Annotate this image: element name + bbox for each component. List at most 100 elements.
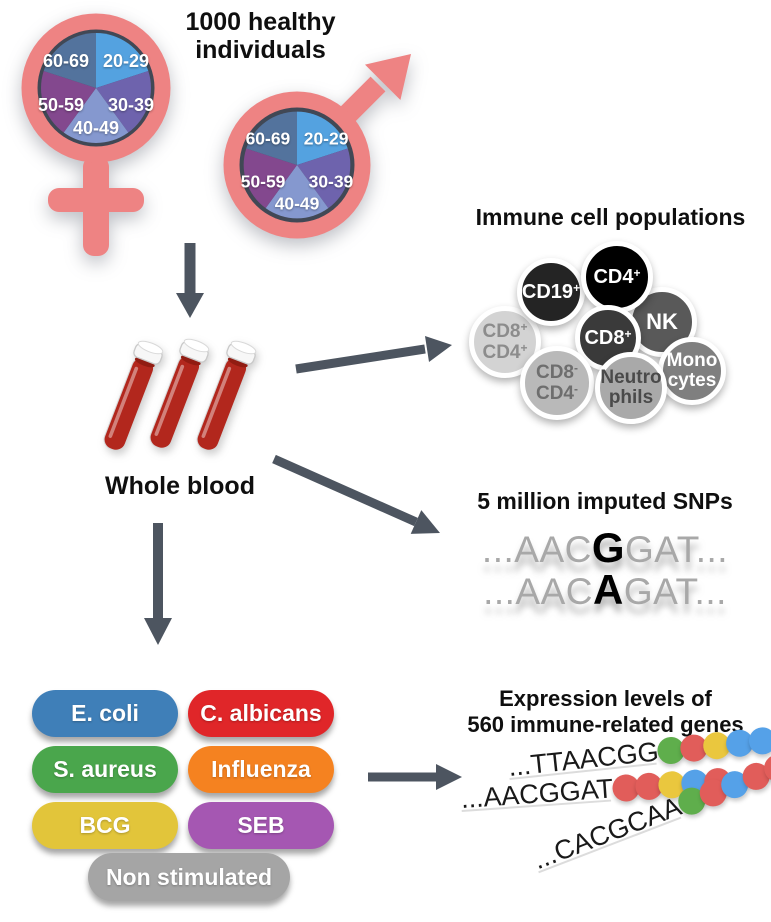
stimulus-saureus: S. aureus — [32, 746, 178, 793]
female-ring — [21, 13, 171, 163]
arrow-shaft — [295, 344, 426, 374]
cell-label-sup: - — [574, 382, 578, 396]
cell-cd19: CD19+ — [517, 258, 585, 326]
cell-label: phils — [608, 387, 654, 408]
stimulus-bcg: BCG — [32, 802, 178, 849]
cell-monocytes: Mono cytes — [658, 337, 726, 405]
pill-label: E. coli — [71, 700, 139, 726]
blood-tube — [149, 338, 210, 449]
female-symbol-icon: 20-29 30-39 40-49 50-59 60-69 — [21, 13, 171, 256]
snp-sequence-row: ...AACAGAT... — [440, 569, 770, 611]
pie-label-50-59: 50-59 — [241, 171, 286, 191]
male-symbol-icon: 20-29 30-39 40-49 50-59 60-69 — [223, 54, 411, 239]
cell-label: Mono — [666, 350, 718, 372]
pie-label-60-69: 60-69 — [43, 51, 89, 71]
cohort-title-line1: 1000 healthy — [185, 8, 336, 36]
snp-seq-post: GAT... — [625, 529, 729, 570]
cell-label-sup: + — [573, 280, 581, 295]
pie-label-20-29: 20-29 — [304, 129, 349, 149]
stimulus-influenza: Influenza — [188, 746, 334, 793]
tube-highlight — [201, 366, 232, 438]
pie-slice-20-29 — [96, 33, 149, 88]
stimulus-ecoli: E. coli — [32, 690, 178, 737]
tube-cap-top — [183, 338, 210, 353]
male-age-pie: 20-29 30-39 40-49 50-59 60-69 — [241, 111, 354, 219]
tube-highlight — [108, 366, 139, 438]
snp-seq-pre: ...AAC — [483, 571, 593, 612]
female-age-pie: 20-29 30-39 40-49 50-59 60-69 — [38, 33, 154, 143]
cell-neutrophils: Neutro phils — [595, 352, 667, 424]
arrow-shaft — [272, 454, 418, 527]
pie-slice-40-49 — [63, 88, 129, 143]
pie-label-60-69: 60-69 — [246, 129, 291, 149]
tube-cap-top — [137, 340, 164, 355]
cell-label-sup: + — [624, 326, 632, 341]
cohort-title-line2: individuals — [195, 36, 326, 64]
pie-label-40-49: 40-49 — [275, 194, 320, 214]
gene-sequence: ...AACGGAT — [459, 773, 618, 815]
cell-cd4: CD4+ — [581, 241, 653, 313]
female-cross-horizontal — [48, 188, 144, 212]
pie-slice-50-59 — [243, 148, 297, 209]
arrow-head-icon — [436, 764, 462, 790]
pill-label: BCG — [79, 812, 131, 838]
blood-tube — [196, 340, 257, 451]
pill-label: SEB — [237, 812, 285, 838]
blood-tube — [103, 340, 164, 451]
blood-tubes-icon — [103, 338, 257, 451]
cell-cd8neg-cd4neg: CD8- CD4- — [520, 346, 594, 420]
arrow-stimulations-to-expression — [368, 764, 462, 790]
snp-seq-post: GAT... — [623, 571, 727, 612]
pie-slice-40-49 — [265, 165, 329, 219]
blood-surface — [134, 357, 155, 368]
pie-slice-20-29 — [297, 111, 348, 165]
arrow-blood-to-cells — [295, 336, 452, 374]
cell-cd8pos-cd4pos: CD8+ CD4+ — [469, 306, 541, 378]
snp-variant-allele: G — [591, 524, 626, 571]
expression-title-line2: 560 immune-related genes — [467, 711, 744, 737]
arrow-head-icon — [144, 618, 172, 645]
cell-label: CD4 — [535, 383, 574, 404]
pie-slice-60-69 — [43, 33, 96, 88]
pie-label-50-59: 50-59 — [38, 95, 84, 115]
male-ring — [223, 91, 371, 239]
snp-sequence-row: ...AACGGAT... — [440, 527, 770, 569]
tube-body — [103, 357, 155, 451]
arrow-head-icon — [176, 293, 204, 318]
cell-label: CD8 — [535, 362, 574, 384]
cell-label-sup: - — [574, 361, 578, 376]
tube-cap-top — [230, 340, 257, 355]
whole-blood-label: Whole blood — [105, 472, 255, 500]
snps-title: 5 million imputed SNPs — [477, 488, 733, 514]
pie-label-30-39: 30-39 — [108, 95, 154, 115]
cell-label: CD8 — [482, 321, 521, 343]
cohort-title: 1000 healthy individuals — [168, 8, 353, 64]
expression-title-line1: Expression levels of — [499, 686, 712, 711]
pie-slice-50-59 — [41, 71, 96, 133]
pie-label-30-39: 30-39 — [309, 171, 354, 191]
pill-label: C. albicans — [200, 700, 322, 726]
snp-seq-pre: ...AAC — [481, 529, 592, 570]
cell-label: CD19 — [521, 280, 574, 303]
pie-slice-30-39 — [96, 71, 151, 133]
snp-variant-allele: A — [593, 566, 624, 613]
cell-label: cytes — [667, 370, 717, 391]
pill-label: Influenza — [211, 756, 311, 782]
arrow-blood-to-snps — [272, 454, 440, 534]
cell-label: NK — [646, 308, 678, 334]
blood-surface — [180, 355, 201, 366]
cell-label: CD8 — [584, 326, 625, 349]
cell-label-sup: + — [633, 265, 641, 280]
tube-body — [149, 355, 201, 449]
immune-cells-title: Immune cell populations — [475, 204, 746, 230]
cell-label: Neutro — [600, 367, 662, 389]
stimulus-seb: SEB — [188, 802, 334, 849]
blood-surface — [227, 357, 248, 368]
arrow-blood-to-stimulations — [144, 523, 172, 645]
tube-body — [196, 357, 248, 451]
blue-dot — [747, 726, 771, 756]
stimulus-calbicans: C. albicans — [188, 690, 334, 737]
pill-label: Non stimulated — [105, 863, 273, 890]
stimulus-nonstimulated: Non stimulated — [88, 853, 290, 901]
